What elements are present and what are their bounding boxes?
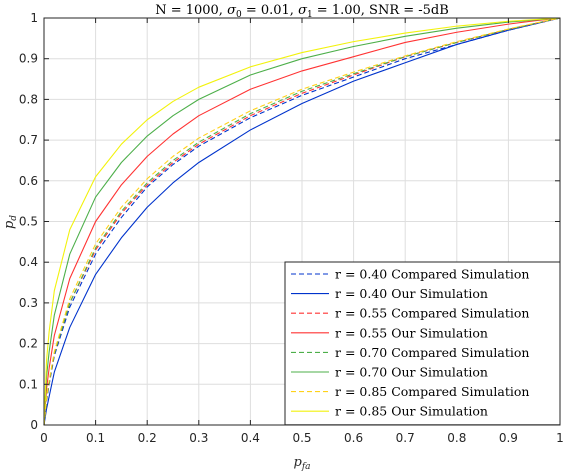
axis-ticks: 0 0.1 0.2 0.3 0.4 0.5 0.6 0.7 0.8 0.9 1 0 0.1 0.2 0.3 0… xyxy=(19,11,564,445)
legend-label-7: r = 0.85 Compared Simulation xyxy=(335,384,529,399)
x-tick-label: 0.9 xyxy=(499,431,518,445)
title-sigma1-symbol: σ xyxy=(298,3,308,18)
x-tick-label: 0.6 xyxy=(344,431,363,445)
y-tick-label: 0.6 xyxy=(19,174,38,188)
y-tick-label: 0.5 xyxy=(19,215,38,229)
y-tick-label: 0.7 xyxy=(19,133,38,147)
title-sigma0-value: = 0.01, xyxy=(242,3,298,18)
y-tick-label: 1 xyxy=(30,11,38,25)
x-label-sub: fa xyxy=(301,462,311,472)
legend-label-6: r = 0.70 Our Simulation xyxy=(335,365,488,380)
x-tick-label: 0.1 xyxy=(86,431,105,445)
x-label-main: p xyxy=(293,455,302,470)
title-sigma1-sub: 1 xyxy=(307,10,313,20)
y-tick-label: 0.9 xyxy=(19,52,38,66)
legend-label-1: r = 0.40 Compared Simulation xyxy=(335,267,529,282)
y-tick-label: 0.4 xyxy=(19,255,38,269)
legend-box xyxy=(284,261,561,426)
x-tick-label: 0.4 xyxy=(241,431,260,445)
y-tick-label: 0 xyxy=(30,418,38,432)
series-line-6 xyxy=(43,17,561,426)
title-sigma0-symbol: σ xyxy=(227,3,237,18)
title-sigma1-value: = 1.00, SNR = -5dB xyxy=(313,3,449,18)
y-tick-label: 0.2 xyxy=(19,337,38,351)
y-label-sub: d xyxy=(9,215,19,221)
x-tick-label: 0.8 xyxy=(447,431,466,445)
y-tick-label: 0.8 xyxy=(19,92,38,106)
series-line-8 xyxy=(43,17,561,426)
x-tick-label: 0.2 xyxy=(138,431,157,445)
legend-label-5: r = 0.70 Compared Simulation xyxy=(335,345,529,360)
legend-label-3: r = 0.55 Compared Simulation xyxy=(335,306,529,321)
title-sigma0-sub: 0 xyxy=(236,10,242,20)
x-tick-label: 0.3 xyxy=(189,431,208,445)
x-tick-label: 0.7 xyxy=(396,431,415,445)
legend-label-2: r = 0.40 Our Simulation xyxy=(335,286,488,301)
x-tick-label: 0 xyxy=(40,431,48,445)
y-axis-label: pd xyxy=(2,215,19,229)
legend-label-8: r = 0.85 Our Simulation xyxy=(335,404,488,419)
y-tick-label: 0.1 xyxy=(19,377,38,391)
x-axis-label: pfa xyxy=(293,455,310,472)
x-tick-label: 0.5 xyxy=(292,431,311,445)
chart-title: N = 1000, σ0 = 0.01, σ1 = 1.00, SNR = -5… xyxy=(155,3,449,20)
legend-label-4: r = 0.55 Our Simulation xyxy=(335,325,488,340)
series-line-2 xyxy=(43,17,561,426)
x-tick-label: 1 xyxy=(556,431,564,445)
y-label-main: p xyxy=(2,220,17,229)
title-part-n: N = 1000, xyxy=(155,3,227,18)
series-group xyxy=(43,17,561,426)
legend: r = 0.40 Compared Simulation r = 0.40 Our… xyxy=(284,261,561,426)
y-tick-label: 0.3 xyxy=(19,296,38,310)
series-line-4 xyxy=(43,17,561,426)
series-line-7 xyxy=(43,17,561,426)
